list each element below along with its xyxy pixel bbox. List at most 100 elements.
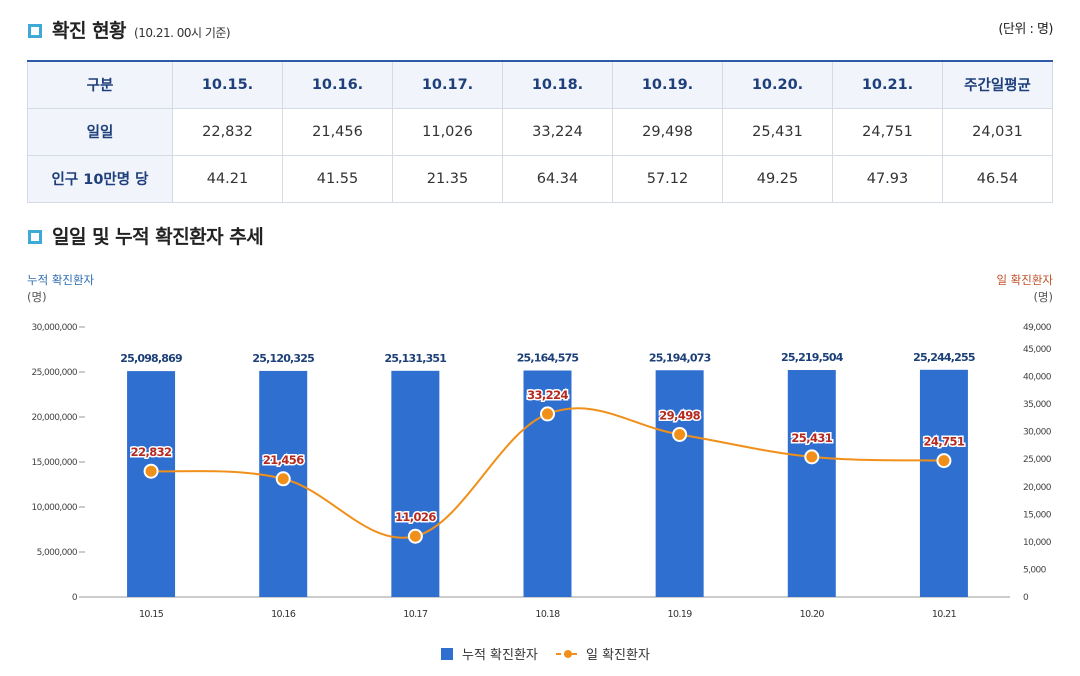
table-cell: 11,026 (392, 107, 503, 156)
status-table: 구분 10.15. 10.16. 10.17. 10.18. 10.19. 10… (27, 60, 1053, 203)
right-tick-label: 5,000 (1023, 565, 1047, 575)
table-header-cell: 주간일평균 (942, 60, 1053, 109)
table-cell: 46.54 (942, 154, 1053, 203)
left-axis-title: 누적 확진환자 (27, 273, 95, 287)
bar-cumulative (523, 370, 572, 597)
square-bullet-icon (28, 230, 42, 244)
daily-point (540, 406, 555, 422)
right-axis-title: 일 확진환자 (996, 273, 1053, 287)
right-tick-label: 49,000 (1023, 323, 1052, 333)
section-header-status: 확진 현황 (10.21. 00시 기준) (28, 16, 231, 43)
section-header-trend: 일일 및 누적 확진환자 추세 (28, 222, 264, 249)
table-cell: 44.21 (172, 154, 283, 203)
bar-value-label: 25,194,073 (649, 351, 711, 364)
table-cell: 21,456 (282, 107, 393, 156)
left-tick-label: 15,000,000 (31, 458, 77, 468)
left-tick-label: 0 (72, 593, 78, 603)
right-tick-label: 25,000 (1023, 455, 1052, 465)
row-label-per-100k: 인구 10만명 당 (27, 154, 173, 203)
table-cell: 49.25 (722, 154, 833, 203)
daily-point (804, 449, 820, 465)
table-header-cell: 10.21. (832, 60, 943, 109)
square-bullet-icon (28, 24, 42, 38)
x-tick-label: 10.20 (800, 609, 825, 620)
daily-point (275, 471, 291, 487)
bar-value-label: 25,164,575 (517, 352, 579, 365)
bar-value-label: 25,120,325 (252, 352, 314, 365)
x-tick-label: 10.18 (535, 609, 560, 620)
table-header-cell: 10.19. (612, 60, 723, 109)
table-header-cell: 10.20. (722, 60, 833, 109)
line-value-label: 33,224 (527, 388, 568, 402)
bar-cumulative (655, 370, 704, 597)
bar-cumulative (127, 371, 176, 597)
daily-point (672, 426, 688, 442)
legend-swatch-dot (564, 650, 572, 658)
table-header-row: 구분 10.15. 10.16. 10.17. 10.18. 10.19. 10… (27, 60, 1053, 109)
table-header-cell: 구분 (27, 60, 173, 109)
x-tick-label: 10.21 (932, 609, 957, 620)
bar-value-label: 25,244,255 (913, 351, 975, 364)
legend-swatch-bar (441, 648, 453, 660)
table-cell: 24,031 (942, 107, 1053, 156)
section-title-trend: 일일 및 누적 확진환자 추세 (52, 226, 264, 248)
table-cell: 41.55 (282, 154, 393, 203)
right-tick-label: 35,000 (1023, 400, 1052, 410)
left-axis-unit: (명) (27, 290, 47, 304)
right-tick-label: 40,000 (1023, 373, 1052, 383)
left-tick-label: 5,000,000 (37, 548, 78, 558)
legend-label-cumulative: 누적 확진환자 (462, 648, 538, 663)
table-cell: 29,498 (612, 107, 723, 156)
line-value-label: 21,456 (263, 453, 304, 467)
line-value-label: 29,498 (659, 408, 700, 422)
table-header-cell: 10.17. (392, 60, 503, 109)
bar-cumulative (919, 369, 968, 597)
x-tick-label: 10.15 (139, 609, 164, 620)
section-subtitle-date: (10.21. 00시 기준) (134, 26, 231, 40)
table-cell: 24,751 (832, 107, 943, 156)
line-value-label: 11,026 (395, 510, 436, 524)
table-row: 인구 10만명 당 44.21 41.55 21.35 64.34 57.12 … (27, 154, 1053, 203)
right-axis-unit: (명) (1033, 290, 1053, 304)
x-tick-label: 10.17 (403, 609, 428, 620)
bar-cumulative (787, 370, 836, 597)
line-value-label: 25,431 (791, 431, 832, 445)
line-value-label: 24,751 (924, 435, 965, 449)
table-cell: 64.34 (502, 154, 613, 203)
left-tick-label: 20,000,000 (31, 413, 77, 423)
row-label-daily: 일일 (27, 107, 173, 156)
trend-chart: 누적 확진환자 (명) 일 확진환자 (명) 0 5,000,000 10,000,000 1… (27, 273, 1053, 663)
x-tick-label: 10.16 (271, 609, 296, 620)
left-tick-label: 10,000,000 (31, 503, 77, 513)
table-cell: 21.35 (392, 154, 503, 203)
bar-value-label: 25,098,869 (120, 352, 182, 365)
right-tick-label: 0 (1023, 593, 1029, 603)
right-tick-label: 10,000 (1023, 538, 1052, 548)
bar-value-label: 25,219,504 (781, 351, 844, 364)
right-tick-label: 45,000 (1023, 345, 1052, 355)
left-tick-label: 25,000,000 (31, 368, 77, 378)
daily-point (143, 463, 159, 479)
table-header-cell: 10.16. (282, 60, 393, 109)
right-tick-label: 20,000 (1023, 483, 1052, 493)
table-header-cell: 10.15. (172, 60, 283, 109)
table-cell: 57.12 (612, 154, 723, 203)
table-cell: 33,224 (502, 107, 613, 156)
line-value-label: 22,832 (131, 445, 172, 459)
table-cell: 47.93 (832, 154, 943, 203)
table-cell: 22,832 (172, 107, 283, 156)
legend-label-daily: 일 확진환자 (586, 648, 650, 663)
table-row: 일일 22,832 21,456 11,026 33,224 29,498 25… (27, 107, 1053, 156)
section-title-status: 확진 현황 (52, 20, 127, 42)
right-tick-label: 15,000 (1023, 510, 1052, 520)
bar-value-label: 25,131,351 (385, 352, 447, 365)
table-cell: 25,431 (722, 107, 833, 156)
table-header-cell: 10.18. (502, 60, 613, 109)
bar-cumulative (391, 370, 440, 597)
right-tick-label: 30,000 (1023, 428, 1052, 438)
daily-point (936, 453, 952, 469)
left-tick-label: 30,000,000 (31, 323, 77, 333)
unit-note: (단위 : 명) (998, 22, 1053, 37)
x-tick-label: 10.19 (668, 609, 693, 620)
daily-point (407, 528, 423, 544)
